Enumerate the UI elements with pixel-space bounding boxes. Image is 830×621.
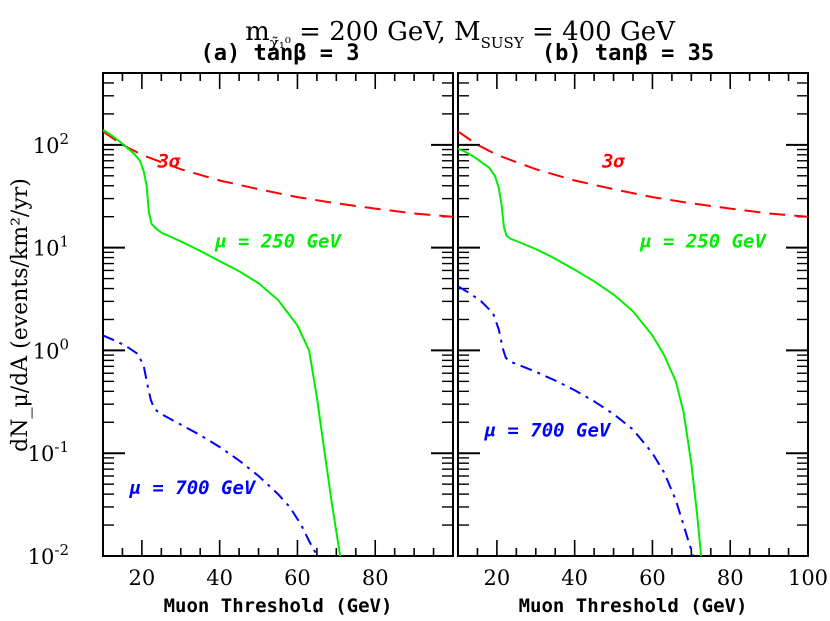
- panel-b-series-2: [457, 285, 695, 557]
- panel-b-xlabel: Muon Threshold (GeV): [519, 595, 748, 617]
- panel-a-ytick-label: 10-1: [28, 438, 69, 466]
- panel-a-annotation-0: 3σ: [157, 151, 181, 173]
- panel-b-xtick-label: 100: [788, 566, 828, 590]
- panel-a-annotation-1: μ = 250 GeV: [214, 231, 342, 253]
- panel-a-series-1: [102, 128, 342, 557]
- panel-a-xtick-label: 60: [284, 566, 311, 590]
- panel-a-ytick-label: 101: [33, 233, 69, 261]
- panel-b-xtick-label: 40: [561, 566, 588, 590]
- panel-a-ytick-label: 10-2: [28, 541, 69, 569]
- panel-a-annotation-2: μ = 700 GeV: [129, 477, 257, 499]
- panel-b-xtick-label: 60: [639, 566, 666, 590]
- panel-b-xtick-label: 20: [484, 566, 511, 590]
- panel-b-series-1: [457, 147, 703, 557]
- panel-b-annotation-2: μ = 700 GeV: [484, 420, 612, 442]
- panel-a-label: (a) tanβ = 3: [201, 41, 360, 66]
- panel-a: 20 40 60 80 10-2 10-1 100 101 102 3σ μ = 250 GeV μ …: [28, 72, 454, 590]
- panel-b-annotation-0: 3σ: [601, 151, 625, 173]
- panel-a-xtick-label: 20: [129, 566, 156, 590]
- panel-b: 20 40 60 80 100 3σ μ = 250 GeV μ = 700 GeV: [457, 72, 828, 590]
- panel-a-xtick-label: 40: [206, 566, 233, 590]
- figure-title-sub: χ̃₁⁰: [270, 34, 291, 52]
- figure-title-sub2: SUSY: [481, 34, 525, 52]
- panel-b-frame: [457, 72, 809, 557]
- panel-a-xlabel: Muon Threshold (GeV): [164, 595, 393, 617]
- y-axis-label: dN_μ/dA (events/km²/yr): [8, 178, 33, 452]
- panel-a-ytick-label: 102: [33, 130, 69, 158]
- panel-a-xtick-label: 80: [362, 566, 389, 590]
- panel-b-xtick-label: 80: [717, 566, 744, 590]
- panel-a-series-0: [102, 130, 454, 218]
- panel-a-ytick-label: 100: [33, 335, 69, 363]
- panel-b-series-0: [457, 130, 809, 218]
- panel-b-annotation-1: μ = 250 GeV: [639, 231, 767, 253]
- panel-a-series-2: [102, 334, 320, 557]
- figure-title: mχ̃₁⁰ = 200 GeV, MSUSY = 400 GeV: [245, 17, 676, 52]
- panel-b-label: (b) tanβ = 35: [542, 41, 714, 66]
